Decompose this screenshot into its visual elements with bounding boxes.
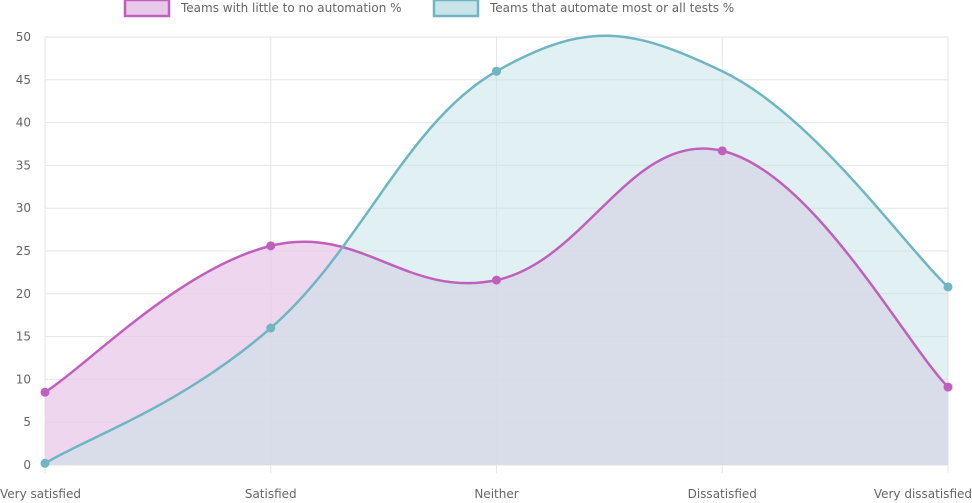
x-tick-label: Satisfied	[245, 487, 297, 501]
data-point	[492, 275, 501, 285]
y-tick-label: 0	[23, 458, 31, 472]
y-tick-label: 5	[23, 415, 31, 429]
y-tick-label: 50	[16, 30, 31, 44]
legend: Teams with little to no automation % Team…	[123, 0, 734, 18]
y-tick-label: 25	[16, 244, 31, 258]
area-fill-series-1	[45, 35, 948, 465]
y-tick-label: 20	[16, 287, 31, 301]
x-tick-label: Very satisfied	[0, 487, 81, 501]
data-point	[40, 458, 50, 468]
y-axis: 0 5 10 15 20 25 30 35 40 45 50	[16, 30, 31, 472]
data-points	[40, 66, 953, 468]
x-tick-label: Very dissatisfied	[874, 487, 972, 501]
legend-label: Teams with little to no automation %	[180, 1, 402, 15]
y-tick-label: 40	[16, 116, 31, 130]
data-point	[717, 146, 727, 156]
data-point	[943, 382, 953, 392]
series-line-0	[44, 147, 949, 394]
legend-swatch	[432, 0, 480, 18]
x-axis: Very satisfied Satisfied Neither Dissatisfi…	[0, 487, 972, 501]
y-tick-label: 45	[16, 73, 31, 87]
data-point	[266, 323, 276, 333]
y-tick-label: 15	[16, 330, 31, 344]
y-tick-label: 35	[16, 158, 31, 172]
area-fills	[45, 35, 948, 465]
data-point	[266, 241, 276, 251]
legend-swatch	[123, 0, 171, 18]
y-tick-label: 10	[16, 372, 31, 386]
y-tick-label: 30	[16, 201, 31, 215]
data-point	[943, 282, 953, 292]
data-point	[40, 387, 50, 397]
data-point	[492, 66, 501, 76]
legend-label: Teams that automate most or all tests %	[489, 1, 734, 15]
x-tick-label: Dissatisfied	[688, 487, 757, 501]
x-tick-label: Neither	[474, 487, 518, 501]
